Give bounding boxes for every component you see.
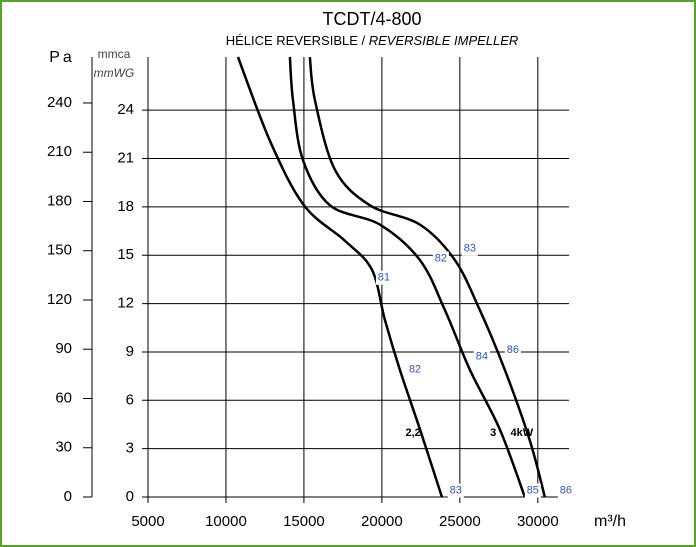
annotation-bg bbox=[406, 362, 423, 377]
annotation-bg bbox=[432, 251, 449, 266]
annotation: 84 bbox=[476, 351, 488, 363]
annotation-bg bbox=[375, 270, 392, 285]
series-label: 3 bbox=[490, 427, 496, 439]
y-tick-label: 9 bbox=[126, 343, 134, 360]
y-tick-label: 24 bbox=[117, 101, 134, 118]
annotation: 85 bbox=[527, 484, 539, 496]
y2-tick-label: 90 bbox=[55, 340, 72, 357]
y2-tick-label: 30 bbox=[55, 439, 72, 456]
annotation: 83 bbox=[450, 484, 462, 496]
y2-axis-label: Pa bbox=[49, 49, 75, 66]
x-tick-label: 15000 bbox=[283, 513, 325, 530]
annotation-bg bbox=[447, 483, 464, 498]
annotation: 86 bbox=[507, 344, 519, 356]
y-axis-label: mmca bbox=[98, 47, 131, 61]
series-label: 4kW bbox=[511, 427, 534, 439]
annotation-bg bbox=[473, 349, 490, 364]
x-tick-label: 25000 bbox=[439, 513, 481, 530]
annotation: 82 bbox=[409, 364, 421, 376]
annotation: 81 bbox=[378, 272, 390, 284]
annotation-bg bbox=[557, 483, 574, 498]
y2-tick-label: 210 bbox=[47, 143, 72, 160]
curve bbox=[308, 56, 547, 498]
series-label: 2,2 bbox=[405, 427, 420, 439]
y2-tick-label: 120 bbox=[47, 291, 72, 308]
annotation-bg bbox=[524, 483, 541, 498]
annotation-bg bbox=[504, 343, 521, 358]
x-tick-label: 20000 bbox=[361, 513, 403, 530]
y-tick-label: 3 bbox=[126, 440, 134, 457]
y2-tick-label: 180 bbox=[47, 192, 72, 209]
y2-tick-label: 60 bbox=[55, 389, 72, 406]
y-tick-label: 15 bbox=[117, 246, 134, 263]
y-tick-label: 18 bbox=[117, 198, 134, 215]
chart-title: TCDT/4-800 bbox=[322, 9, 421, 29]
curve bbox=[288, 56, 527, 498]
annotation: 86 bbox=[560, 484, 572, 496]
y2-tick-label: 150 bbox=[47, 242, 72, 259]
y-tick-label: 12 bbox=[117, 295, 134, 312]
curve bbox=[236, 56, 444, 498]
y-tick-label: 6 bbox=[126, 391, 134, 408]
subtitle-part: HÉLICE REVERSIBLE / bbox=[226, 33, 369, 48]
annotation: 83 bbox=[464, 243, 476, 255]
subtitle-part: REVERSIBLE IMPELLER bbox=[369, 33, 519, 48]
y-tick-label: 21 bbox=[117, 150, 134, 167]
annotation: 82 bbox=[435, 252, 447, 264]
y-axis-label: mmWG bbox=[94, 66, 135, 80]
x-tick-label: 10000 bbox=[205, 513, 247, 530]
y2-tick-label: 0 bbox=[64, 488, 72, 505]
y2-tick-label: 240 bbox=[47, 94, 72, 111]
x-tick-label: 5000 bbox=[131, 513, 164, 530]
x-axis-label: m³/h bbox=[594, 513, 626, 530]
chart-subtitle: HÉLICE REVERSIBLE / REVERSIBLE IMPELLER bbox=[226, 33, 519, 48]
y-tick-label: 0 bbox=[126, 488, 134, 505]
annotation-bg bbox=[461, 241, 478, 256]
x-tick-label: 30000 bbox=[517, 513, 559, 530]
